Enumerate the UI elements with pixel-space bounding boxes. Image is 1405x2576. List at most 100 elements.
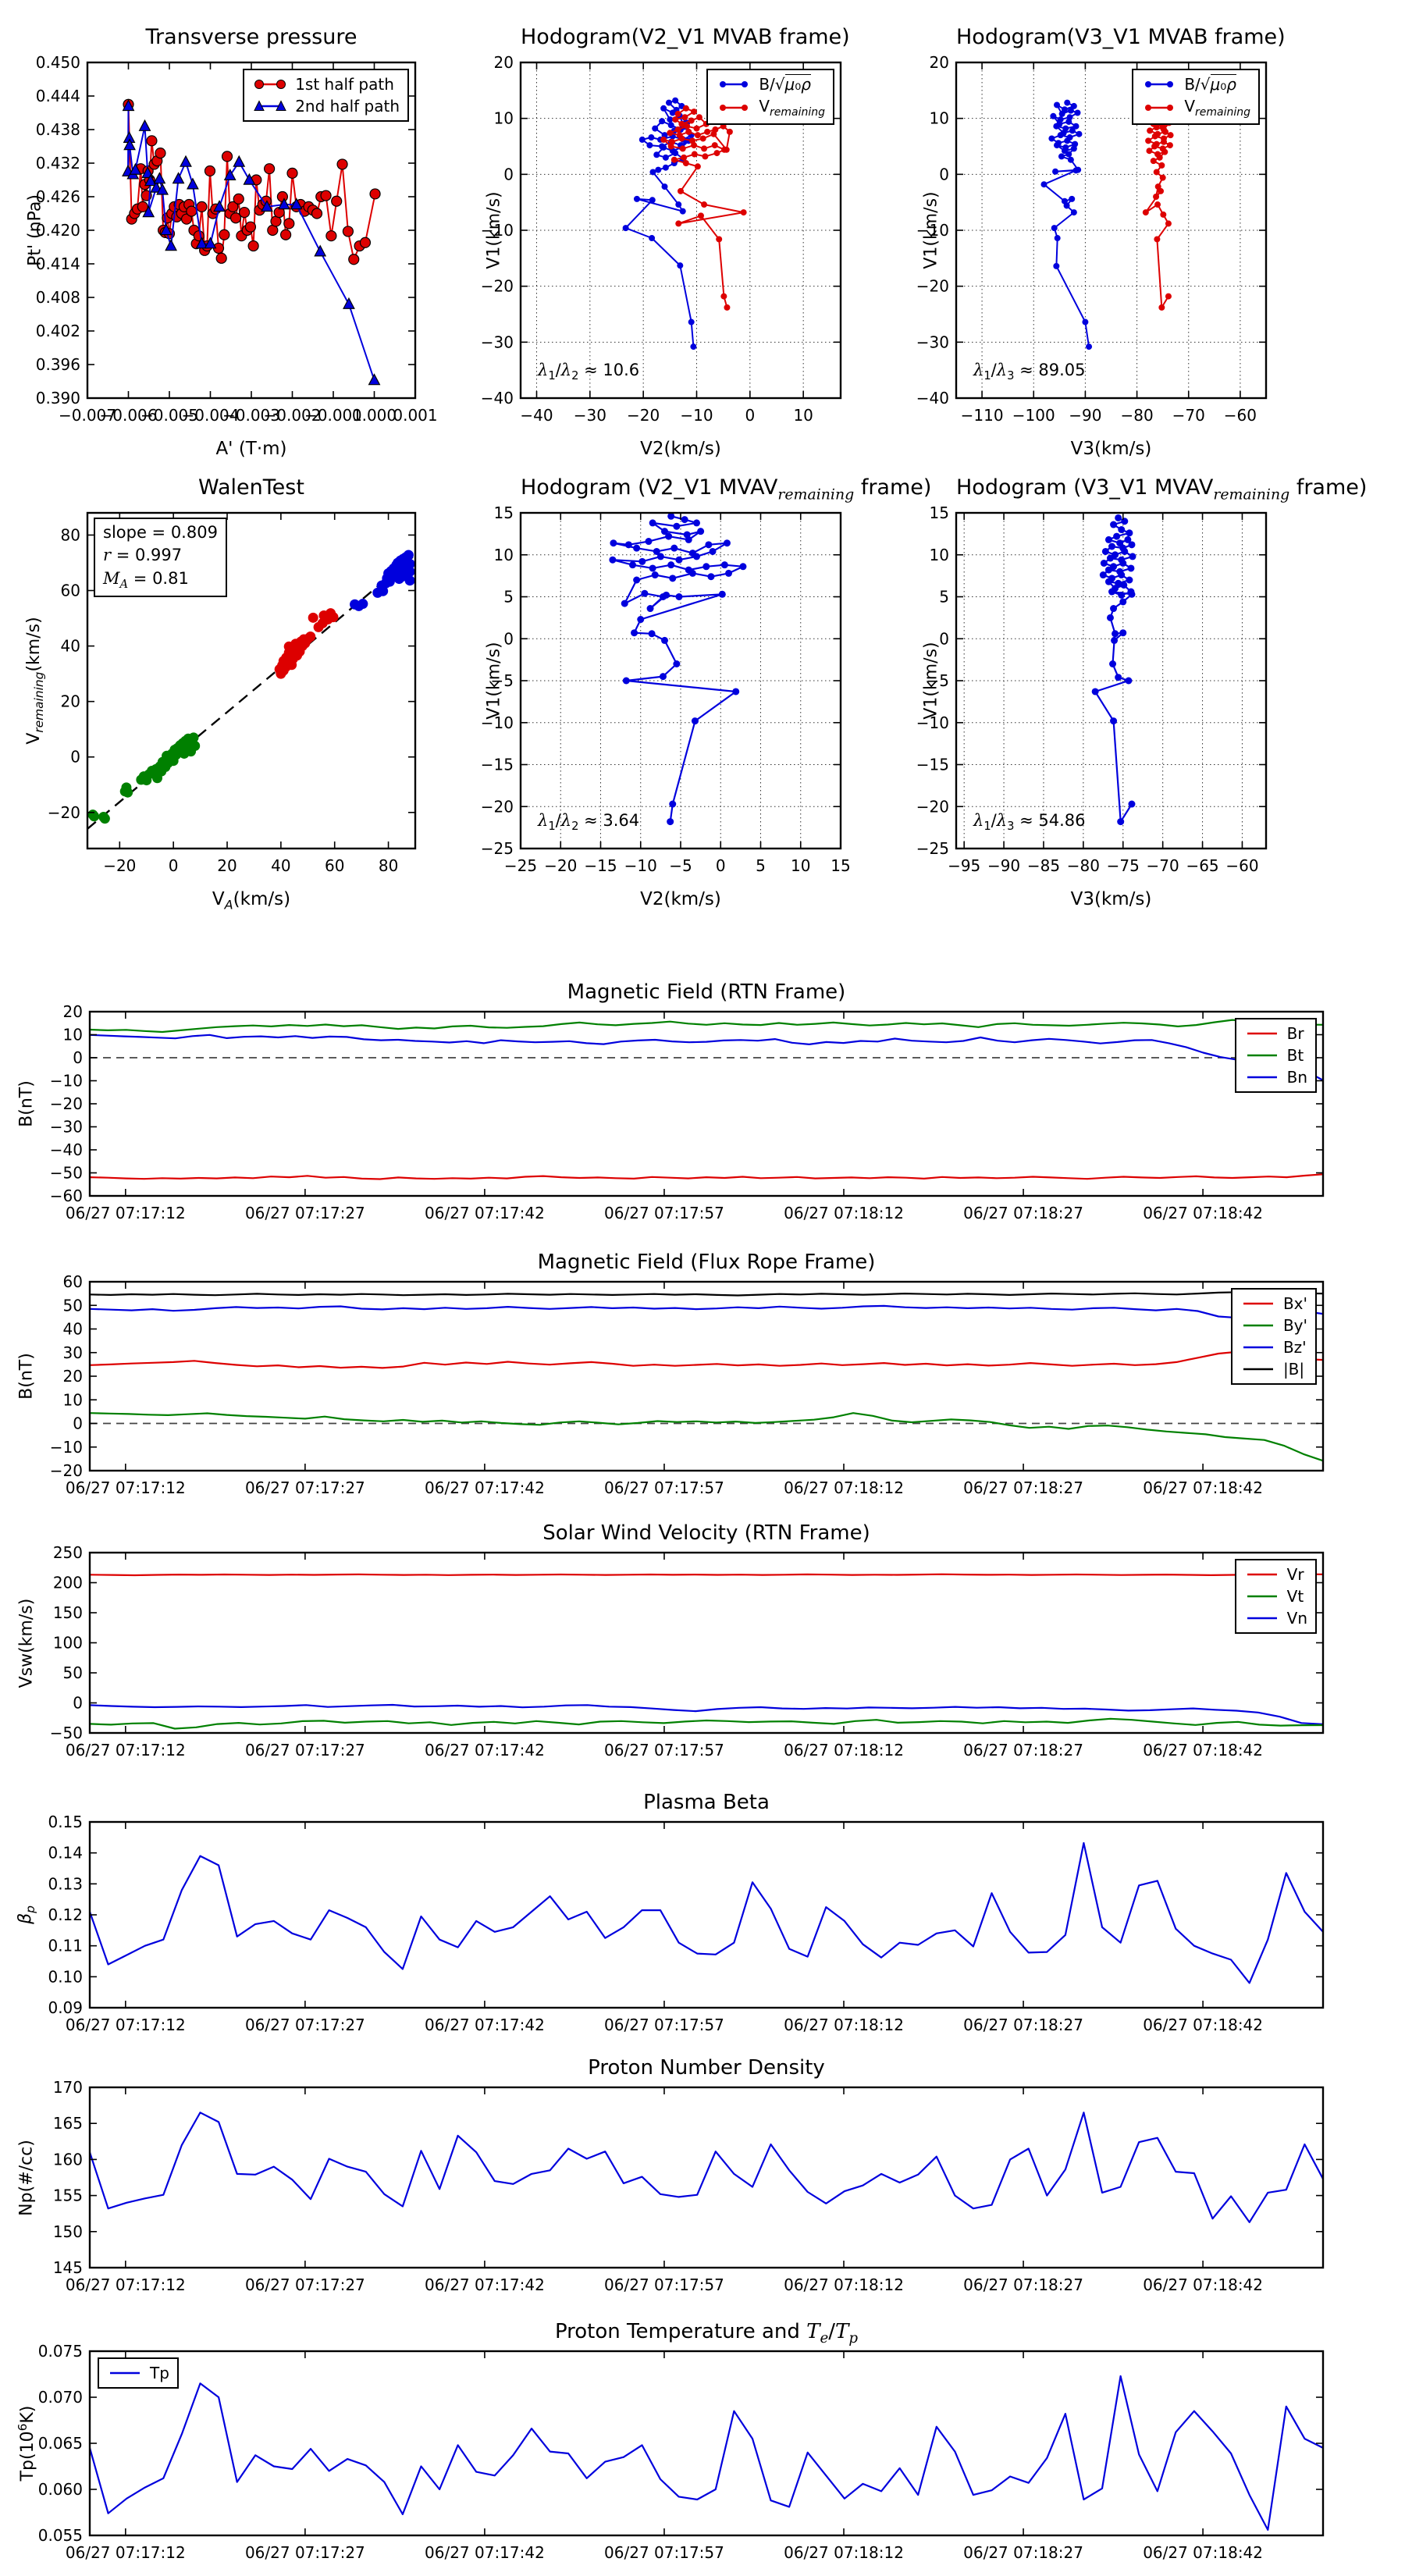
x-tick-label: 06/27 07:18:27	[963, 2543, 1083, 2562]
walen-test-markers-last-interval	[350, 550, 415, 611]
chart-hodogram-v2v1-mvab: −40 −30 −20 −10 0 10 −40 −30 −20 −10 0 10 20 Hodogram…	[481, 14, 925, 482]
x-tick-label: −5	[669, 856, 692, 875]
hodogram-v2v1-mvab-ylabel: V1(km/s)	[484, 191, 504, 269]
y-tick-label: 0	[73, 1048, 83, 1067]
y-tick-label: −50	[50, 1164, 83, 1183]
solar-wind-velocity-series-Vt	[89, 1717, 1324, 1730]
x-tick-label: 06/27 07:17:57	[604, 1741, 724, 1759]
solar-wind-velocity-legend: Vr Vt Vn	[1234, 1559, 1317, 1634]
y-tick-label: −15	[916, 756, 949, 774]
y-tick-label: 0.11	[48, 1937, 83, 1955]
x-tick-label: 06/27 07:17:12	[66, 2016, 186, 2034]
transverse-pressure-markers-1st half path	[123, 98, 381, 265]
x-tick-label: 0	[169, 856, 179, 875]
magnetic-field-rtn-series-Br	[89, 1173, 1324, 1180]
x-tick-label: 06/27 07:17:57	[604, 2275, 724, 2294]
x-tick-label: −0.003	[222, 406, 280, 425]
walen-test-markers-middle-interval	[274, 608, 339, 679]
legend-label: Vremaining	[759, 97, 825, 119]
walen-test-annotation: slope = 0.809 r = 0.997 MA = 0.81	[94, 518, 227, 597]
walen-test-title: WalenTest	[198, 475, 304, 500]
y-tick-label: 15	[494, 503, 514, 522]
hodogram-v2v1-mvav-xlabel: V2(km/s)	[640, 889, 721, 909]
x-tick-label: −110	[961, 406, 1004, 425]
walen-test-xlabel: VA(km/s)	[212, 889, 291, 913]
y-tick-label: 20	[930, 53, 949, 72]
x-tick-label: −65	[1186, 856, 1218, 875]
legend-label: Vremaining	[1184, 97, 1250, 119]
x-tick-label: −90	[987, 856, 1020, 875]
legend-label: Bx'	[1282, 1294, 1307, 1313]
chart-proton-temperature: 06/27 07:17:12 06/27 07:17:27 06/27 07:17:…	[16, 2317, 1405, 2574]
hodogram-v3v1-mvav-markers-V	[1091, 514, 1136, 826]
y-tick-label: 0.414	[36, 254, 80, 273]
magnetic-field-fluxrope-series-By	[89, 1412, 1324, 1462]
hodogram-v2v1-mvav-plot: −25 −20 −15 −10 −5 0 5 10 15 −25 −20 −15 −10 −5 0 5 10 15	[481, 503, 851, 875]
x-tick-label: −10	[680, 406, 713, 425]
x-tick-label: 06/27 07:17:12	[66, 2275, 186, 2294]
x-tick-label: 06/27 07:17:42	[425, 1478, 545, 1497]
x-tick-label: 06/27 07:17:57	[604, 2016, 724, 2034]
x-tick-label: 0	[745, 406, 755, 425]
legend-sample-line	[1247, 1076, 1277, 1079]
legend-sample-line	[110, 2371, 140, 2375]
magnetic-field-rtn-series-Bn	[89, 1034, 1324, 1081]
x-tick-label: 60	[325, 856, 344, 875]
magnetic-field-rtn-series-Bt	[89, 1019, 1324, 1034]
chart-hodogram-v3v1-mvab: −110 −100 −90 −80 −70 −60 −40 −30 −20 −10 0 10 20 Hod…	[916, 14, 1362, 482]
y-tick-label: 0.396	[36, 355, 80, 374]
magnetic-field-fluxrope-series-Bx	[89, 1350, 1324, 1369]
legend-sample-line	[1247, 1032, 1277, 1035]
solar-wind-velocity-title: Solar Wind Velocity (RTN Frame)	[542, 1521, 870, 1545]
y-tick-label: −40	[481, 389, 514, 407]
x-tick-label: 06/27 07:18:27	[963, 1204, 1083, 1222]
y-tick-label: 60	[61, 582, 80, 600]
legend-sample-line	[1243, 1324, 1273, 1327]
magnetic-field-fluxrope-legend: Bx' By' Bz' |B|	[1230, 1288, 1317, 1385]
magnetic-field-fluxrope-title: Magnetic Field (Flux Rope Frame)	[537, 1251, 876, 1274]
solar-wind-velocity-ylabel: Vsw(km/s)	[16, 1598, 37, 1688]
y-tick-label: −5	[491, 671, 514, 690]
y-tick-label: 0.060	[38, 2480, 83, 2499]
legend-item: Vremaining	[1141, 95, 1250, 120]
legend-label: Bn	[1286, 1068, 1307, 1087]
x-tick-label: 06/27 07:17:42	[425, 1204, 545, 1222]
y-tick-label: 150	[53, 2222, 83, 2241]
y-tick-label: 40	[61, 637, 80, 656]
x-tick-label: 06/27 07:17:42	[425, 2275, 545, 2294]
y-tick-label: −30	[481, 333, 514, 351]
hodogram-v3v1-mvav-ylabel: V1(km/s)	[921, 642, 941, 720]
x-tick-label: 20	[217, 856, 237, 875]
x-tick-label: −15	[584, 856, 617, 875]
legend-sample-line	[1247, 1595, 1277, 1598]
proton-number-density-plot: 06/27 07:17:12 06/27 07:17:27 06/27 07:17:…	[53, 2078, 1325, 2294]
chart-solar-wind-velocity: 06/27 07:17:12 06/27 07:17:27 06/27 07:17:…	[16, 1518, 1405, 1772]
legend-sample-dot	[1145, 105, 1174, 111]
legend-item: Vn	[1244, 1607, 1307, 1629]
proton-number-density-series-Np	[88, 2112, 1324, 2223]
y-tick-label: 0	[70, 748, 80, 767]
y-tick-label: 0.420	[36, 221, 80, 240]
x-tick-label: −70	[1147, 856, 1179, 875]
legend-item: 1st half path	[252, 73, 400, 95]
hodogram-v2v1-mvab-legend: B/√μ₀ρ Vremaining	[706, 69, 834, 125]
x-tick-label: 06/27 07:18:12	[784, 1478, 904, 1497]
y-tick-label: 0.408	[36, 288, 80, 307]
proton-temperature-ylabel: Tp(106K)	[15, 2405, 38, 2482]
y-tick-label: 0	[73, 1414, 83, 1433]
legend-label: |B|	[1282, 1360, 1305, 1379]
chart-magnetic-field-fluxrope: 06/27 07:17:12 06/27 07:17:27 06/27 07:17:…	[16, 1247, 1405, 1510]
y-tick-label: 170	[53, 2078, 83, 2097]
hodogram-v3v1-mvab-markers-Vremaining	[1142, 104, 1174, 311]
x-tick-label: −85	[1027, 856, 1060, 875]
x-tick-label: 06/27 07:17:42	[425, 2016, 545, 2034]
plasma-beta-plot: 06/27 07:17:12 06/27 07:17:27 06/27 07:17:…	[48, 1813, 1325, 2034]
x-tick-label: −0.006	[99, 406, 157, 425]
x-tick-label: 06/27 07:17:27	[245, 1204, 365, 1222]
y-tick-label: 80	[61, 525, 80, 544]
plot-frame	[86, 511, 417, 850]
x-tick-label: −0.001	[304, 406, 362, 425]
x-tick-label: 10	[791, 856, 810, 875]
x-tick-label: −95	[948, 856, 980, 875]
